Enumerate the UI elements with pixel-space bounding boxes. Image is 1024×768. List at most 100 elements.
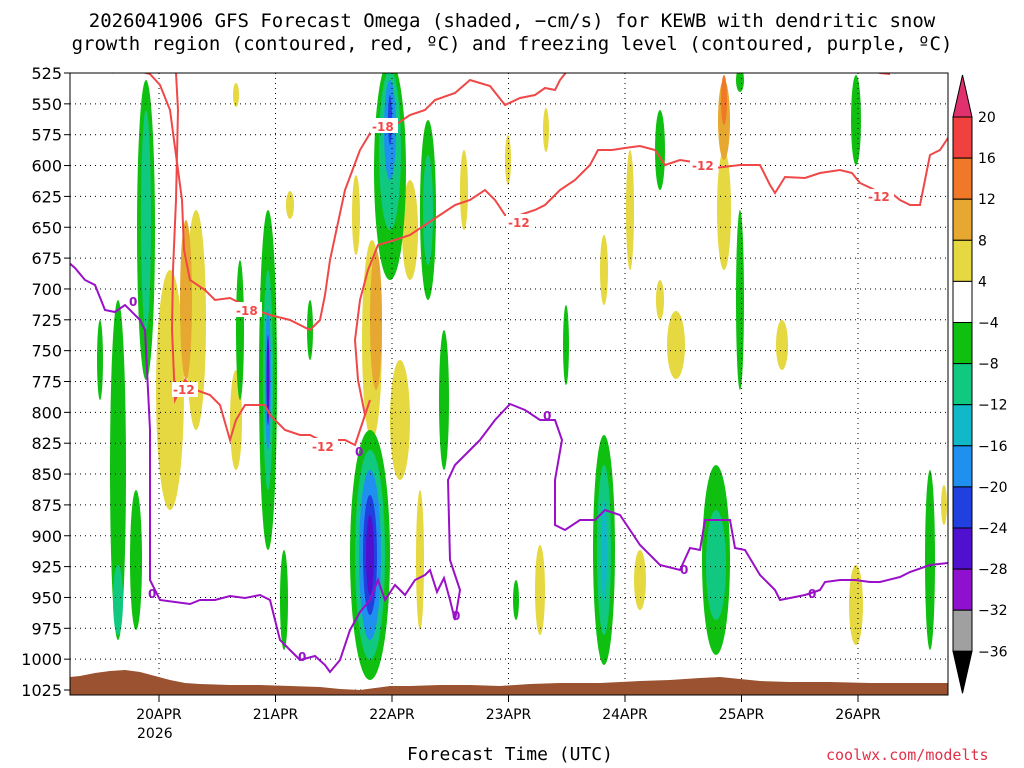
freezing-contour [70, 262, 948, 674]
x-tick-label: 20APR [136, 707, 182, 723]
omega-shade [656, 280, 664, 320]
colorbar-box [952, 280, 973, 323]
omega-shade [423, 155, 433, 265]
y-tick-label: 675 [31, 249, 62, 268]
y-tick-label: 800 [31, 403, 62, 422]
omega-shade [439, 330, 449, 470]
freezing-contours [70, 262, 948, 674]
colorbar-box [952, 404, 973, 447]
dgz-labels: -18 -12 -12 -12 -12 -18 -12 [172, 118, 894, 454]
omega-shade [776, 320, 788, 370]
y-tick-label: 1025 [21, 681, 62, 700]
omega-shade [390, 360, 410, 480]
omega-shade [416, 490, 424, 630]
freezing-label: 0 [355, 445, 363, 459]
colorbar-box [952, 198, 973, 241]
y-tick-label: 825 [31, 434, 62, 453]
omega-shade [655, 110, 665, 190]
omega-shading [97, 73, 947, 680]
colorbar-bottom-arrow [952, 650, 973, 694]
freezing-label: 0 [680, 563, 688, 577]
omega-shade [402, 180, 418, 280]
colorbar-box [952, 363, 973, 406]
y-tick-label: 625 [31, 187, 62, 206]
omega-shade [236, 260, 244, 400]
colorbar-box [952, 486, 973, 529]
omega-shade [600, 235, 608, 305]
x-tick-label: 21APR [253, 707, 299, 723]
omega-shade [925, 470, 935, 650]
colorbar-box [952, 445, 973, 488]
colorbar-box [952, 116, 973, 159]
omega-shade [851, 75, 861, 165]
colorbar-box [952, 527, 973, 570]
x-tick-label: 23APR [486, 707, 532, 723]
y-tick-label: 900 [31, 527, 62, 546]
credit-link[interactable]: coolwx.com/modelts [826, 746, 989, 764]
terrain-ground [70, 670, 948, 695]
y-tick-label: 575 [31, 126, 62, 145]
colorbar-tick-label: 4 [978, 274, 987, 290]
colorbar-tick-label: −8 [978, 357, 999, 373]
omega-shade [736, 73, 744, 92]
colorbar-box [952, 157, 973, 200]
dgz-contour [170, 73, 371, 447]
dgz-label: -12 [173, 383, 195, 397]
dgz-contour [112, 73, 567, 332]
omega-shade [141, 110, 151, 330]
y-tick-label: 925 [31, 558, 62, 577]
colorbar-box [952, 609, 973, 652]
y-tick-label: 850 [31, 465, 62, 484]
chart-title-line1: 2026041906 GFS Forecast Omega (shaded, −… [88, 10, 936, 32]
freezing-label: 0 [148, 587, 156, 601]
x-tick-label: 26APR [835, 707, 881, 723]
y-tick-label: 775 [31, 373, 62, 392]
y-tick-label: 1000 [21, 650, 62, 669]
omega-shade [352, 175, 360, 255]
x-axis: 20APR 21APR 22APR 23APR 24APR 25APR 26APR [136, 695, 881, 723]
colorbar-tick-label: 8 [978, 233, 987, 249]
chart-title-line2: growth region (contoured, red, ºC) and f… [71, 33, 953, 55]
colorbar-tick-label: −36 [978, 644, 1008, 660]
omega-shade [266, 335, 270, 425]
colorbar-box [952, 239, 973, 282]
omega-shade [97, 320, 103, 400]
omega-shade [280, 550, 288, 650]
omega-shade [563, 305, 569, 385]
colorbar-tick-label: −16 [978, 439, 1008, 455]
dgz-label: -12 [508, 216, 530, 230]
colorbar-box [952, 568, 973, 611]
omega-shade [113, 565, 123, 635]
dgz-label: -12 [312, 440, 334, 454]
dgz-label: -18 [372, 120, 394, 134]
x-tick-label: 25APR [719, 707, 765, 723]
dgz-label: -12 [868, 190, 890, 204]
omega-shade [667, 311, 685, 379]
omega-shade [721, 75, 727, 125]
omega-shade [180, 220, 192, 380]
colorbar-tick-label: −20 [978, 480, 1008, 496]
omega-shade [286, 191, 294, 219]
y-tick-label: 525 [31, 64, 62, 83]
y-tick-label: 750 [31, 342, 62, 361]
omega-shade [460, 150, 468, 230]
dgz-label: -18 [236, 304, 258, 318]
omega-shade [366, 515, 374, 595]
chart-title: 2026041906 GFS Forecast Omega (shaded, −… [0, 10, 1024, 56]
freezing-label: 0 [543, 409, 551, 423]
omega-shade [535, 545, 545, 635]
y-tick-label: 875 [31, 496, 62, 515]
colorbar-tick-label: −4 [978, 316, 999, 332]
omega-shade [717, 150, 731, 270]
x-year-label: 2026 [137, 726, 173, 742]
x-tick-label: 22APR [369, 707, 415, 723]
omega-shade [156, 270, 184, 510]
omega-shade [849, 565, 863, 645]
omega-shade [233, 83, 239, 107]
colorbar: 20 16 12 8 4 −4 −8 −12 −16 −20 −24 −28 −32 −36 [952, 74, 1008, 694]
x-axis-title: Forecast Time (UTC) [407, 744, 613, 765]
y-tick-label: 950 [31, 588, 62, 607]
omega-shade [601, 500, 607, 600]
grid-lines [70, 72, 948, 695]
freezing-label: 0 [452, 609, 460, 623]
